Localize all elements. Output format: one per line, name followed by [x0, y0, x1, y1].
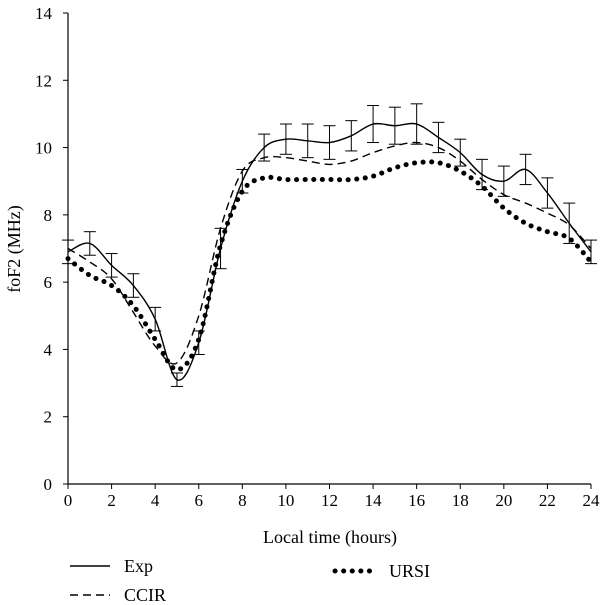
error-bar-exp [323, 125, 336, 160]
legend-item-ccir: CCIR [70, 585, 166, 605]
error-bar-exp [519, 153, 532, 186]
y-tick-label: 12 [35, 71, 52, 90]
x-axis-title: Local time (hours) [263, 527, 397, 548]
error-bar-exp [410, 103, 423, 145]
series-layer [62, 103, 597, 387]
series-line-ccir [67, 141, 592, 365]
y-tick-label: 8 [44, 206, 53, 225]
error-bar-exp [105, 253, 118, 278]
error-bar-exp [367, 105, 380, 144]
x-tick-label: 0 [64, 491, 73, 510]
legend-label-ccir: CCIR [124, 585, 166, 605]
axes [67, 13, 591, 485]
series-exp [62, 103, 597, 387]
error-bar-exp [170, 372, 183, 387]
x-tick-label: 16 [408, 491, 425, 510]
legend-item-ursi: URSI [332, 561, 430, 581]
x-tick-label: 6 [195, 491, 204, 510]
error-bar-exp [541, 177, 554, 209]
y-tick-label: 2 [44, 408, 53, 427]
error-bar-exp [301, 123, 314, 159]
y-tick-label: 4 [44, 340, 53, 359]
x-tick-label: 8 [238, 491, 247, 510]
x-tick-label: 2 [107, 491, 116, 510]
legend: Exp CCIR URSI [70, 556, 430, 605]
x-tick-label: 12 [321, 491, 338, 510]
y-tick-label: 14 [35, 4, 53, 23]
x-tick-label: 18 [452, 491, 469, 510]
x-tick-label: 20 [495, 491, 512, 510]
error-bar-exp [127, 273, 140, 298]
x-tick-label: 22 [539, 491, 556, 510]
y-tick-label: 6 [44, 273, 53, 292]
legend-item-exp: Exp [70, 556, 153, 576]
x-tick-label: 24 [583, 491, 600, 510]
legend-label-exp: Exp [124, 556, 153, 576]
series-line-exp [67, 122, 592, 381]
error-bar-exp [563, 202, 576, 244]
error-bar-exp [454, 138, 467, 167]
y-axis-title: foF2 (MHz) [4, 205, 25, 293]
error-bar-exp [258, 133, 271, 162]
error-bar-exp [192, 330, 205, 355]
series-ccir [67, 141, 592, 365]
x-tick-label: 4 [151, 491, 160, 510]
error-bar-exp [388, 106, 401, 145]
x-tick-label: 14 [365, 491, 383, 510]
legend-label-ursi: URSI [389, 561, 430, 581]
y-tick-label: 10 [35, 139, 52, 158]
series-ursi [65, 159, 594, 373]
error-bar-exp [345, 120, 358, 152]
error-bar-exp [279, 123, 292, 155]
y-tick-label: 0 [44, 475, 53, 494]
series-line-ursi [65, 159, 594, 373]
x-tick-label: 10 [277, 491, 294, 510]
error-bar-exp [83, 231, 96, 256]
